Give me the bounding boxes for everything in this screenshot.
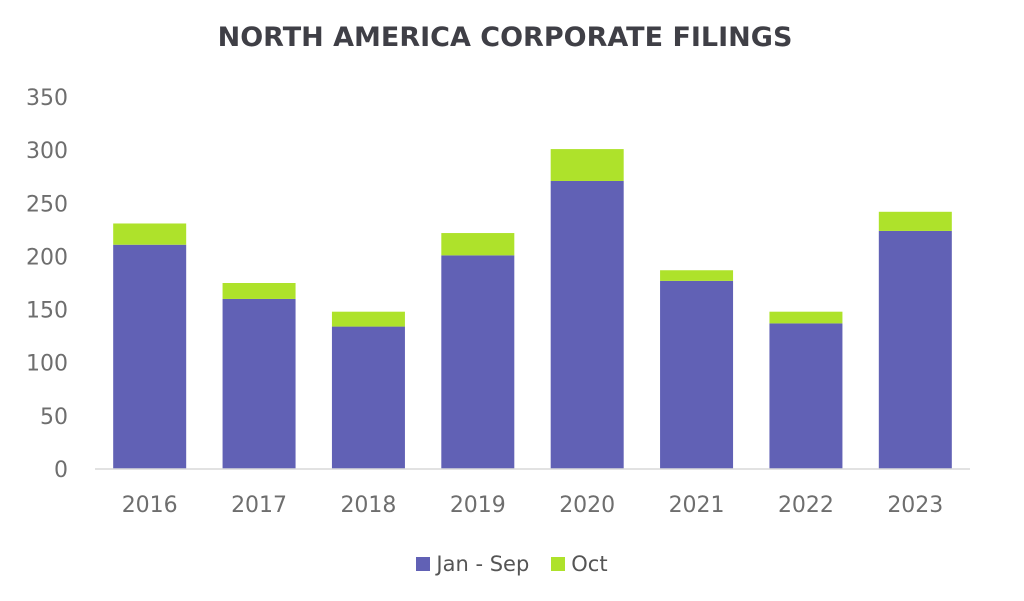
x-tick-label: 2022	[778, 493, 834, 518]
y-tick-label: 150	[26, 299, 68, 324]
x-tick-label: 2023	[887, 493, 943, 518]
bar-oct-2016	[113, 223, 187, 245]
legend-item-oct: Oct	[551, 552, 608, 576]
y-axis-ticks: 0 50 100 150 200 250 300 350	[26, 86, 68, 483]
x-tick-label: 2016	[122, 493, 178, 518]
bar-jan-sep-2023	[878, 230, 952, 469]
x-tick-label: 2021	[669, 493, 725, 518]
bar-jan-sep-2017	[222, 298, 296, 469]
y-tick-label: 50	[40, 405, 68, 430]
x-tick-label: 2020	[559, 493, 615, 518]
y-tick-label: 100	[26, 352, 68, 377]
bar-oct-2018	[331, 311, 405, 327]
y-tick-label: 300	[26, 139, 68, 164]
bar-oct-2023	[878, 211, 952, 231]
legend-swatch-oct	[551, 557, 566, 571]
bar-jan-sep-2020	[550, 180, 624, 470]
y-tick-label: 0	[54, 458, 68, 483]
bar-jan-sep-2018	[331, 326, 405, 469]
bar-oct-2022	[769, 311, 843, 324]
bar-jan-sep-2016	[113, 244, 187, 469]
x-tick-label: 2019	[450, 493, 506, 518]
y-tick-label: 350	[26, 86, 68, 111]
x-tick-label: 2018	[340, 493, 396, 518]
legend: Jan - Sep Oct	[0, 552, 1024, 576]
y-tick-label: 200	[26, 245, 68, 270]
bar-oct-2017	[222, 283, 296, 299]
bar-oct-2020	[550, 149, 624, 181]
y-tick-label: 250	[26, 192, 68, 217]
bar-jan-sep-2019	[441, 255, 515, 469]
chart-title: NORTH AMERICA CORPORATE FILINGS	[217, 22, 793, 53]
legend-swatch-jan-sep	[416, 557, 431, 571]
bar-oct-2019	[441, 233, 515, 256]
x-tick-label: 2017	[231, 493, 287, 518]
legend-item-jan-sep: Jan - Sep	[416, 552, 529, 576]
bar-jan-sep-2021	[660, 280, 734, 469]
legend-label-jan-sep: Jan - Sep	[436, 552, 530, 576]
bar-oct-2021	[660, 270, 734, 281]
x-axis-ticks: 2016 2017 2018 2019 2020 2021 2022 2023	[122, 493, 944, 518]
bar-jan-sep-2022	[769, 323, 843, 469]
bars	[113, 149, 952, 470]
legend-label-oct: Oct	[571, 552, 608, 576]
